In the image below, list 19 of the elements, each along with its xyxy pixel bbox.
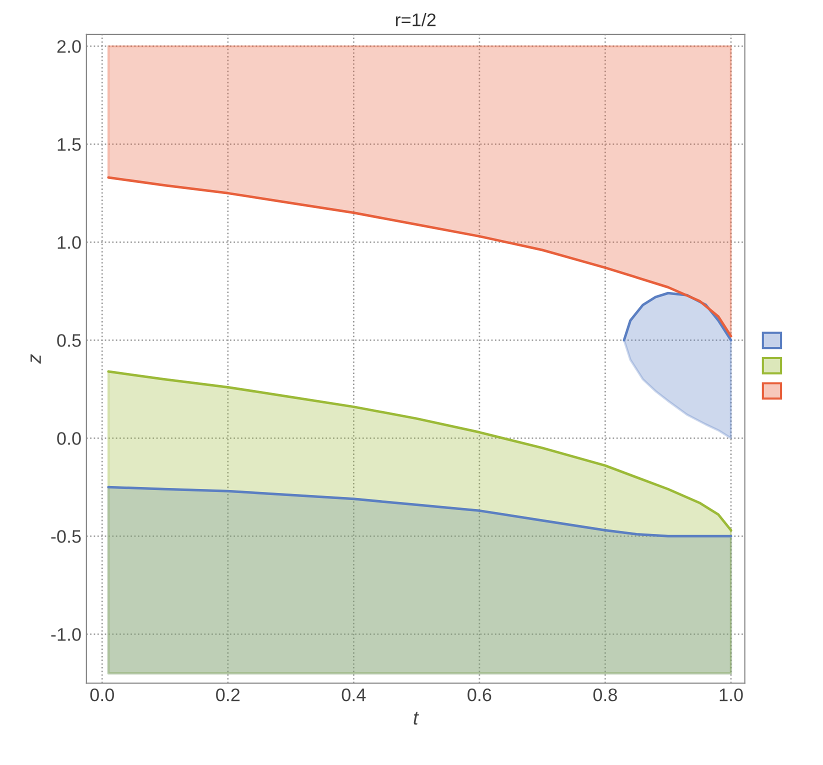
- x-tick-label: 0.2: [216, 688, 240, 702]
- x-tick-label: 1.0: [720, 688, 743, 702]
- line-series: [107, 370, 732, 532]
- y-axis-title: z: [30, 354, 41, 364]
- y-tick-label: 0.5: [57, 334, 81, 347]
- x-tick-label: 0.6: [468, 688, 492, 702]
- y-tick-label: 2.0: [57, 40, 81, 53]
- chart-title: r=1/2: [396, 13, 436, 26]
- x-tick-label: 0.8: [593, 688, 617, 702]
- x-tick-label: 0.0: [90, 688, 114, 702]
- line-series: [107, 176, 732, 338]
- y-tick-label: 1.0: [58, 236, 81, 249]
- y-tick-label: 1.5: [58, 138, 81, 151]
- y-tick-label: 0.0: [57, 432, 81, 445]
- y-tick-label: -1.0: [51, 628, 81, 641]
- x-tick-label: 0.4: [342, 688, 366, 702]
- line-series: [107, 486, 732, 538]
- y-tick-label: -0.5: [51, 530, 81, 543]
- x-axis-title: t: [414, 712, 419, 725]
